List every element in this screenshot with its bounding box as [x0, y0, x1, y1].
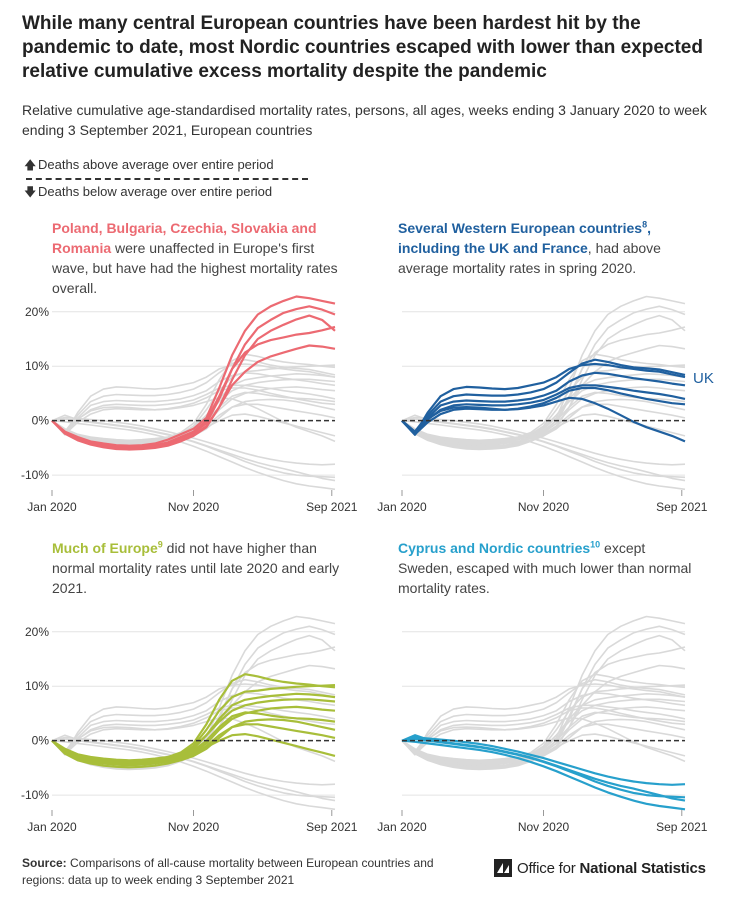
- source-note: Source: Comparisons of all-cause mortali…: [22, 855, 442, 889]
- panel-2-footnote: 8: [642, 219, 648, 230]
- highlight-series-line: [51, 733, 336, 763]
- y-tick-label: 20%: [25, 625, 49, 639]
- x-tick-label: Nov 2020: [168, 820, 220, 834]
- series-label-uk: UK: [693, 370, 714, 387]
- legend-below: 🡇 Deaths below average over entire period: [24, 183, 272, 204]
- background-series-line: [51, 419, 336, 491]
- highlight-series-line: [401, 396, 686, 443]
- background-series-line: [51, 372, 336, 436]
- background-series-line: [401, 419, 686, 491]
- legend-below-label: Deaths below average over entire period: [38, 184, 273, 199]
- panel-4-description: Cyprus and Nordic countries10 except Swe…: [398, 538, 698, 598]
- panel-4-chart: Jan 2020 Nov 2020 Sep 2021: [377, 615, 708, 834]
- highlight-series-line: [401, 739, 686, 811]
- background-series-line: [401, 646, 686, 768]
- background-series-line: [51, 734, 336, 802]
- panel-3-highlight: Much of Europe: [52, 540, 158, 556]
- panel-3-footnote: 9: [157, 539, 163, 550]
- panel-1-highlight: Poland, Bulgaria, Czechia, Slovakia and …: [52, 220, 317, 256]
- highlight-series-line: [401, 358, 686, 433]
- x-tick-label: Jan 2020: [27, 820, 77, 834]
- panel-1-description: Poland, Bulgaria, Czechia, Slovakia and …: [52, 218, 342, 298]
- x-tick-label: Jan 2020: [377, 500, 427, 514]
- panel-4-highlight: Cyprus and Nordic countries: [398, 540, 591, 556]
- panel-2-chart: UK Jan 2020 Nov 2020 Sep 2021: [377, 295, 714, 514]
- background-series-line: [51, 384, 336, 434]
- background-series-line: [401, 704, 686, 754]
- background-series-line: [401, 416, 686, 466]
- background-series-line: [401, 683, 686, 756]
- source-label: Source:: [22, 856, 67, 870]
- x-tick-label: Sep 2021: [656, 820, 708, 834]
- background-series-line: [401, 718, 686, 769]
- highlight-series-line: [401, 384, 686, 435]
- panel-2-highlight: Several Western European countries: [398, 220, 643, 236]
- ons-logo-strong: National Statistics: [579, 859, 706, 877]
- legend-above: 🡅 Deaths above average over entire period: [24, 156, 274, 177]
- background-series-line: [51, 363, 336, 436]
- x-tick-label: Sep 2021: [306, 820, 358, 834]
- y-tick-label: -10%: [21, 468, 49, 482]
- source-text: Comparisons of all-cause mortality betwe…: [22, 856, 434, 887]
- background-series-line: [51, 416, 336, 466]
- y-tick-label: 10%: [25, 359, 49, 373]
- background-series-line: [401, 723, 686, 766]
- background-series-line: [401, 403, 686, 446]
- panel-4-footnote: 10: [590, 539, 601, 550]
- panel-2-text: , had above average mortality rates in s…: [398, 240, 661, 276]
- background-series-line: [401, 398, 686, 449]
- arrow-down-icon: 🡇: [24, 185, 37, 199]
- panel-2-description: Several Western European countries8, inc…: [398, 218, 698, 278]
- x-tick-label: Nov 2020: [168, 500, 220, 514]
- highlight-series-line: [401, 734, 686, 802]
- background-series-line: [51, 704, 336, 754]
- highlight-series-line: [51, 718, 336, 769]
- highlight-series-line: [51, 325, 336, 448]
- x-tick-label: Nov 2020: [518, 500, 570, 514]
- y-tick-label: 10%: [25, 679, 49, 693]
- y-tick-label: -10%: [21, 788, 49, 802]
- legend-divider: [26, 178, 308, 180]
- y-tick-label: 20%: [25, 305, 49, 319]
- y-tick-label: 0%: [32, 734, 50, 748]
- arrow-up-icon: 🡅: [24, 158, 37, 172]
- background-series-line: [401, 733, 686, 763]
- highlight-series-line: [51, 344, 336, 450]
- y-tick-label: 0%: [32, 414, 50, 428]
- panel-3-description: Much of Europe9 did not have higher than…: [52, 538, 342, 598]
- x-tick-label: Sep 2021: [306, 500, 358, 514]
- panel-3-text: did not have higher than normal mortalit…: [52, 540, 340, 596]
- background-series-line: [51, 739, 336, 811]
- panel-1-chart: 20% 10% 0% -10% Jan 2020 Nov 2020 Sep 2021: [21, 295, 358, 514]
- x-tick-label: Sep 2021: [656, 500, 708, 514]
- highlight-series-line: [401, 736, 686, 786]
- background-series-line: [401, 692, 686, 756]
- background-series-line: [401, 326, 686, 448]
- x-tick-label: Nov 2020: [518, 820, 570, 834]
- chart-subtitle: Relative cumulative age-standardised mor…: [22, 102, 707, 138]
- background-series-line: [51, 414, 336, 482]
- ons-logo-text: Office for National Statistics: [517, 860, 706, 877]
- ons-logo-icon: [494, 859, 512, 877]
- background-series-line: [401, 414, 686, 482]
- x-tick-label: Jan 2020: [377, 820, 427, 834]
- panel-2-highlight-extra: , including the UK and France: [398, 220, 651, 256]
- panel-3-chart: 20% 10% 0% -10% Jan 2020 Nov 2020 Sep 2021: [21, 615, 358, 834]
- panel-4-text: except Sweden, escaped with much lower t…: [398, 540, 692, 596]
- x-tick-label: Jan 2020: [27, 500, 77, 514]
- ons-logo-prefix: Office for: [517, 859, 580, 877]
- highlight-series-line: [401, 362, 686, 436]
- legend-above-label: Deaths above average over entire period: [38, 157, 274, 172]
- background-series-line: [401, 373, 686, 445]
- highlight-series-line: [401, 386, 686, 436]
- background-series-line: [401, 711, 686, 764]
- background-series-line: [401, 693, 686, 765]
- chart-title: While many central European countries ha…: [22, 13, 703, 82]
- background-series-line: [51, 736, 336, 786]
- highlight-series-line: [401, 371, 686, 436]
- background-series-line: [51, 683, 336, 756]
- ons-logo: Office for National Statistics: [494, 859, 706, 877]
- panel-1-text: were unaffected in Europe's first wave, …: [52, 240, 338, 296]
